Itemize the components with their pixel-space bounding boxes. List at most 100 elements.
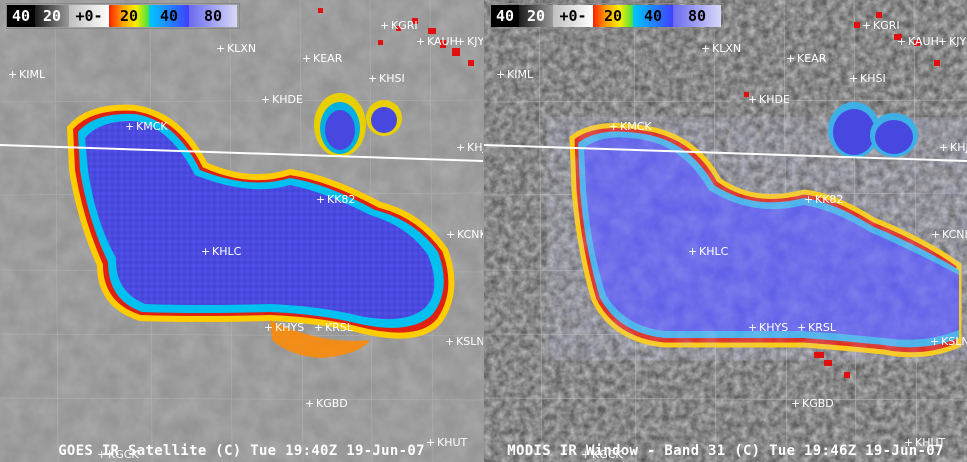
station-id: KHUT xyxy=(437,436,468,449)
station-kgck: + KGCK xyxy=(581,448,623,461)
station-marker-icon: + xyxy=(930,335,940,348)
station-marker-icon: + xyxy=(261,93,271,106)
station-khut: + KHUT xyxy=(426,436,467,449)
station-krsl: + KRSL xyxy=(314,321,353,334)
station-marker-icon: + xyxy=(496,68,506,81)
colorbar-label: 20 xyxy=(35,5,69,27)
station-id: KMCK xyxy=(136,120,168,133)
station-marker-icon: + xyxy=(791,397,801,410)
colorbar-label: 40 xyxy=(491,5,519,27)
colorbar-label: 40 xyxy=(7,5,35,27)
station-kiml: + KIML xyxy=(8,68,45,81)
station-id: KHYS xyxy=(275,321,305,334)
station-marker-icon: + xyxy=(380,19,390,32)
station-krsl: + KRSL xyxy=(797,321,836,334)
station-marker-icon: + xyxy=(862,19,872,32)
station-kcnk: +KCNK xyxy=(931,228,967,241)
station-kk82: + KK82 xyxy=(316,193,355,206)
station-marker-icon: + xyxy=(8,68,18,81)
station-marker-icon: + xyxy=(216,42,226,55)
station-khsi: + KHSI xyxy=(849,72,886,85)
station-kcnk: +KCNK xyxy=(446,228,483,241)
station-id: KLXN xyxy=(227,42,257,55)
station-id: KHSI xyxy=(860,72,886,85)
station-kauh: + KAUH xyxy=(416,35,458,48)
station-khde: + KHDE xyxy=(261,93,303,106)
colorbar-label: 20 xyxy=(593,5,633,27)
station-marker-icon: + xyxy=(445,335,455,348)
station-khlc: + KHLC xyxy=(201,245,241,258)
station-klxn: + KLXN xyxy=(216,42,256,55)
station-marker-icon: + xyxy=(609,120,619,133)
goes-ir-panel: 40 20 +0- 20 40 80 + KGRI + KAUH + KJY + KLXN + K… xyxy=(0,0,483,462)
station-id: KK82 xyxy=(327,193,356,206)
station-id: KGRI xyxy=(391,19,418,32)
station-kk82: + KK82 xyxy=(804,193,843,206)
state-border xyxy=(0,144,483,162)
station-id: KJY xyxy=(467,35,483,48)
station-marker-icon: + xyxy=(416,35,426,48)
station-kgri: + KGRI xyxy=(380,19,418,32)
station-khde: + KHDE xyxy=(748,93,790,106)
goes-ir-image xyxy=(0,0,483,462)
state-border xyxy=(484,144,967,162)
colorbar-label: 40 xyxy=(633,5,673,27)
colorbar-label: +0- xyxy=(553,5,593,27)
station-id: KHUT xyxy=(915,436,946,449)
temperature-colorbar: 40 20 +0- 20 40 80 xyxy=(490,3,724,29)
station-marker-icon: + xyxy=(305,397,315,410)
panel-divider xyxy=(483,0,484,462)
station-kmck: + KMCK xyxy=(609,120,652,133)
station-id: KK82 xyxy=(815,193,844,206)
station-marker-icon: + xyxy=(904,436,914,449)
station-marker-icon: + xyxy=(748,93,758,106)
panel-caption: GOES IR Satellite (C) Tue 19:40Z 19-Jun-… xyxy=(58,443,425,459)
station-id: KHYS xyxy=(759,321,789,334)
station-id: KRSL xyxy=(808,321,836,334)
station-id: KLXN xyxy=(712,42,742,55)
station-khsi: + KHSI xyxy=(368,72,405,85)
station-id: KGBD xyxy=(802,397,834,410)
station-id: KGCK xyxy=(108,448,139,461)
colorbar-label: 80 xyxy=(673,5,721,27)
station-kear: + KEAR xyxy=(302,52,342,65)
station-id: KIML xyxy=(507,68,534,81)
station-marker-icon: + xyxy=(938,35,948,48)
station-ksln: + KSLN xyxy=(445,335,483,348)
station-id: KHSI xyxy=(379,72,405,85)
station-kgbd: + KGBD xyxy=(305,397,348,410)
station-id: KHLC xyxy=(212,245,242,258)
modis-ir-panel: 40 20 +0- 20 40 80 + KGRI + KAUH + KJY + KLXN + K… xyxy=(484,0,967,462)
station-id: KEAR xyxy=(313,52,343,65)
station-marker-icon: + xyxy=(302,52,312,65)
station-id: KSLN xyxy=(456,335,483,348)
station-marker-icon: + xyxy=(456,35,466,48)
station-id: KHLC xyxy=(699,245,729,258)
station-kiml: + KIML xyxy=(496,68,533,81)
station-marker-icon: + xyxy=(939,141,949,154)
station-marker-icon: + xyxy=(786,52,796,65)
station-id: KHDE xyxy=(272,93,303,106)
station-id: KHDE xyxy=(759,93,790,106)
station-marker-icon: + xyxy=(125,120,135,133)
colorbar-label: 20 xyxy=(109,5,149,27)
station-id: KEAR xyxy=(797,52,827,65)
station-kear: + KEAR xyxy=(786,52,826,65)
station-khj: +KHJ xyxy=(456,141,483,154)
station-marker-icon: + xyxy=(368,72,378,85)
station-marker-icon: + xyxy=(897,35,907,48)
station-marker-icon: + xyxy=(201,245,211,258)
station-id: KCNK xyxy=(942,228,967,241)
station-id: KCNK xyxy=(457,228,483,241)
station-marker-icon: + xyxy=(456,141,466,154)
station-marker-icon: + xyxy=(446,228,456,241)
station-marker-icon: + xyxy=(931,228,941,241)
station-marker-icon: + xyxy=(849,72,859,85)
station-id: KGRI xyxy=(873,19,900,32)
colorbar-label: 40 xyxy=(149,5,189,27)
station-marker-icon: + xyxy=(748,321,758,334)
station-marker-icon: + xyxy=(581,448,591,461)
station-marker-icon: + xyxy=(797,321,807,334)
station-marker-icon: + xyxy=(97,448,107,461)
station-id: KRSL xyxy=(325,321,353,334)
